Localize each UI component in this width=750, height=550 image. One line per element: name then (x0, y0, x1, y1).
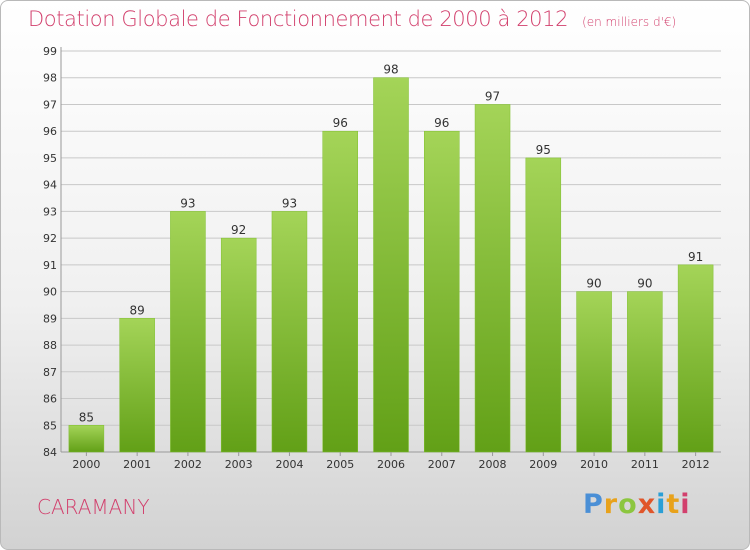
x-tick-label: 2008 (479, 458, 507, 471)
bar (220, 237, 257, 453)
x-tick-label: 2000 (72, 458, 100, 471)
bar (373, 77, 409, 453)
bar (474, 104, 511, 453)
logo-letter: P (583, 489, 604, 520)
value-label: 85 (79, 410, 94, 424)
x-tick-label: 2007 (428, 458, 456, 471)
x-tick-label: 2001 (123, 458, 151, 471)
bar (525, 157, 562, 453)
logo-letter: t (666, 489, 681, 520)
value-labels: 85 89 93 92 93 96 98 96 97 95 90 90 91 (79, 63, 704, 425)
y-tick-label: 98 (43, 72, 57, 85)
value-label: 98 (383, 63, 398, 77)
commune-name: CARAMANY (37, 495, 150, 519)
chart-title: Dotation Globale de Fonctionnement de 20… (28, 7, 676, 31)
x-tick-label: 2009 (529, 458, 557, 471)
y-tick-label: 96 (43, 125, 57, 138)
y-tick-label: 84 (43, 446, 57, 459)
bar (424, 130, 460, 453)
y-tick-label: 91 (43, 259, 57, 272)
y-tick-label: 93 (43, 205, 57, 218)
x-tick-label: 2006 (377, 458, 405, 471)
logo-letter: x (637, 489, 657, 520)
x-tick-label: 2002 (174, 458, 202, 471)
y-tick-label: 94 (43, 179, 57, 192)
x-tick-label: 2005 (326, 458, 354, 471)
x-tick-label: 2011 (631, 458, 659, 471)
value-label: 92 (231, 223, 246, 237)
logo-letter: o (618, 489, 638, 520)
y-tick-label: 87 (43, 366, 57, 379)
bar (576, 291, 612, 453)
value-label: 96 (333, 116, 348, 130)
bars (68, 77, 714, 453)
logo-letter: i (656, 489, 667, 520)
bar (322, 130, 358, 453)
value-label: 91 (688, 250, 703, 264)
x-tick-label: 2012 (682, 458, 710, 471)
y-tick-labels: 84 85 86 87 88 89 90 91 92 93 94 95 96 97 98 99 (43, 45, 57, 459)
y-tick-label: 97 (43, 98, 57, 111)
chart-title-text: Dotation Globale de Fonctionnement de 20… (28, 7, 569, 31)
bar (170, 211, 206, 453)
y-tick-label: 89 (43, 312, 57, 325)
y-tick-label: 88 (43, 339, 57, 352)
x-tick-label: 2010 (580, 458, 608, 471)
value-label: 95 (536, 143, 551, 157)
bar (271, 211, 308, 453)
value-label: 96 (434, 116, 449, 130)
value-label: 93 (180, 196, 195, 210)
logo-letter: i (680, 489, 691, 520)
x-tick-label: 2004 (275, 458, 303, 471)
y-tick-label: 85 (43, 419, 57, 432)
bar (119, 318, 155, 453)
logo-letter: r (603, 489, 619, 520)
value-label: 89 (130, 303, 145, 317)
bar (677, 264, 714, 453)
bar (68, 425, 105, 453)
value-label: 90 (637, 277, 652, 291)
y-tick-label: 95 (43, 152, 57, 165)
value-label: 97 (485, 89, 500, 103)
y-tick-label: 99 (43, 45, 57, 58)
y-tick-label: 86 (43, 393, 57, 406)
y-tick-label: 92 (43, 232, 57, 245)
proxiti-logo: Proxiti (583, 489, 691, 520)
x-tick-label: 2003 (225, 458, 253, 471)
bar (627, 291, 663, 453)
x-tick-labels: 2000 2001 2002 2003 2004 2005 2006 2007 2008 2009… (72, 452, 710, 471)
value-label: 93 (282, 196, 297, 210)
value-label: 90 (586, 277, 601, 291)
y-tick-label: 90 (43, 286, 57, 299)
chart-unit: (en milliers d'€) (582, 15, 677, 29)
